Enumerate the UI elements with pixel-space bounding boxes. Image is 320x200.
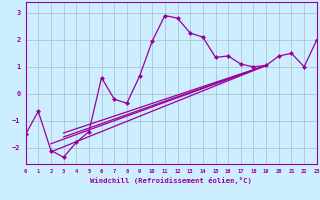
X-axis label: Windchill (Refroidissement éolien,°C): Windchill (Refroidissement éolien,°C): [90, 177, 252, 184]
